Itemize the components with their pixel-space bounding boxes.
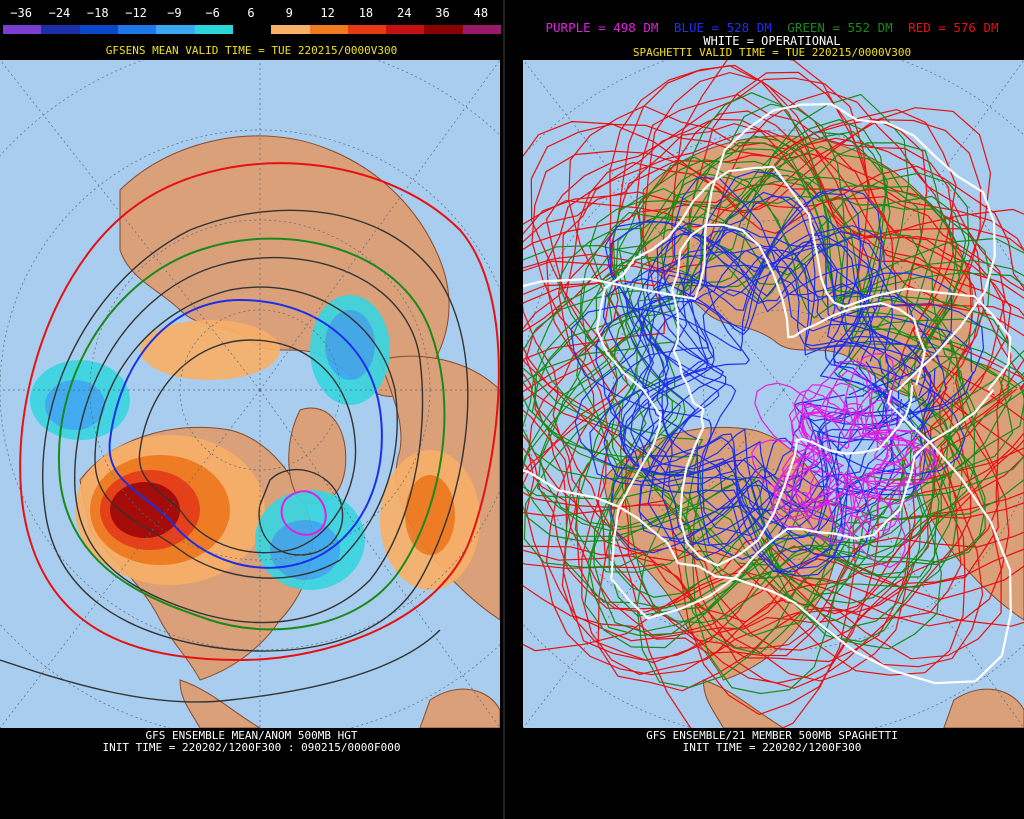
- spaghetti-contours: [523, 60, 1024, 728]
- operational-contour: [595, 165, 1012, 620]
- green-552-contour: [523, 145, 991, 650]
- red-576-contour: [523, 71, 1010, 637]
- red-576-contour: [523, 108, 1024, 651]
- colorbar-segment: [232, 25, 272, 34]
- colorbar-tick-label: 36: [435, 6, 450, 20]
- red-576-contour: [523, 107, 1000, 716]
- colorbar-segment: [79, 25, 118, 34]
- blue-528-contour: [570, 265, 929, 559]
- central-america-landmass: [179, 679, 261, 728]
- blue-528-contour: [656, 229, 906, 561]
- left-footer-init: INIT TIME = 220202/1200F300 : 090215/000…: [102, 741, 401, 754]
- green-552-contour: [574, 103, 965, 576]
- blue-528-contour: [637, 250, 953, 537]
- purple-498-contour: [754, 382, 937, 545]
- blue-528-contour: [574, 188, 899, 572]
- blue-528-contour: [610, 191, 933, 554]
- ensemble-mean-anomaly-map: [0, 60, 500, 728]
- warm-anomaly-asia: [140, 320, 280, 380]
- red-576-contour: [523, 77, 1024, 652]
- blue-528-contour: [595, 170, 895, 512]
- colorbar-tick-label: −24: [48, 6, 71, 20]
- spaghetti-legend: PURPLE = 498 DM BLUE = 528 DM GREEN = 55…: [520, 20, 1024, 35]
- green-552-contour: [523, 131, 956, 604]
- right-footer-init: INIT TIME = 220202/1200F300: [682, 741, 862, 754]
- blue-528-contour: [622, 236, 928, 538]
- legend-purple: PURPLE = 498 DM: [545, 20, 659, 35]
- green-552-contour: [523, 172, 970, 695]
- colorbar-tick-label: −36: [10, 6, 32, 20]
- green-552-contour: [536, 93, 966, 628]
- colorbar-tick-label: −6: [205, 6, 220, 20]
- colorbar-tick-label: 9: [285, 6, 293, 20]
- colorbar-segment: [156, 25, 195, 34]
- operational-contour: [523, 102, 1012, 685]
- colorbar-tick-label: 6: [247, 6, 255, 20]
- green-552-contour: [523, 176, 958, 589]
- contour-528: [108, 298, 383, 569]
- blue-528-contour: [607, 177, 926, 547]
- red-576-contour: [523, 71, 1012, 668]
- left-valid-time: GFSENS MEAN VALID TIME = TUE 220215/0000…: [105, 44, 398, 57]
- red-576-contour: [558, 118, 1024, 664]
- colorbar-segment: [3, 25, 42, 34]
- blue-528-contour: [604, 221, 974, 540]
- red-576-contour: [523, 119, 982, 689]
- legend-white: WHITE = OPERATIONAL: [703, 34, 841, 48]
- left-panel: −36 −24 −18 −12 −9 −6 6 9 12 18 24 36 48 GFSENS MEAN…: [0, 0, 505, 819]
- purple-498-contour: [773, 352, 922, 532]
- colorbar-tick-labels: −36 −24 −18 −12 −9 −6 6 9 12 18 24 36 48: [2, 6, 500, 22]
- colorbar-tick-label: 18: [358, 6, 374, 20]
- colorbar-segment: [462, 25, 502, 34]
- contour-498: [280, 490, 327, 536]
- blue-528-contour: [638, 222, 933, 481]
- colorbar-segment: [386, 25, 425, 34]
- colorbar-tick-label: −12: [125, 6, 147, 20]
- colorbar-tick-label: 48: [473, 6, 489, 20]
- colorbar-tick-label: −18: [86, 6, 109, 20]
- purple-498-contour: [789, 387, 908, 541]
- colorbar-segment: [424, 25, 463, 34]
- greenland-landmass: [288, 407, 347, 505]
- right-panel: PURPLE = 498 DM BLUE = 528 DM GREEN = 55…: [520, 0, 1024, 819]
- red-576-contour: [523, 123, 1024, 676]
- spaghetti-map: [523, 60, 1024, 728]
- colorbar-segment: [41, 25, 80, 34]
- left-footer-title: GFS ENSEMBLE MEAN/ANOM 500MB HGT: [145, 729, 358, 742]
- red-576-contour: [523, 105, 1024, 649]
- contour-552: [57, 237, 446, 631]
- legend-red: RED = 576 DM: [908, 20, 999, 35]
- legend-green: GREEN = 552 DM: [787, 20, 893, 35]
- colorbar-segment: [347, 25, 387, 34]
- colorbar-segment: [117, 25, 157, 34]
- colorbar-segment: [194, 25, 233, 34]
- green-552-contour: [539, 142, 963, 643]
- colorbar-tick-label: 24: [396, 6, 412, 20]
- blue-528-contour: [647, 195, 985, 546]
- red-576-contour: [523, 123, 1024, 657]
- right-valid-time: SPAGHETTI VALID TIME = TUE 220215/0000V3…: [632, 46, 912, 59]
- contour-576: [19, 162, 500, 662]
- right-footer-title: GFS ENSEMBLE/21 MEMBER 500MB SPAGHETTI: [646, 729, 898, 742]
- green-552-contour: [534, 195, 967, 655]
- colorbar-segment: [309, 25, 348, 34]
- anomaly-colorbar: [2, 24, 502, 35]
- red-576-contour: [523, 137, 1006, 682]
- colorbar-tick-label: 12: [320, 6, 335, 20]
- red-576-contour: [545, 130, 1024, 642]
- purple-498-contour: [772, 360, 936, 520]
- green-552-contour: [580, 92, 1024, 649]
- south-america-landmass: [419, 688, 500, 728]
- colorbar-tick-label: −9: [167, 6, 182, 20]
- purple-498-contour: [751, 370, 906, 568]
- colorbar-segment: [271, 25, 310, 34]
- south-america-landmass: [943, 688, 1024, 728]
- operational-contour: [670, 223, 926, 567]
- legend-blue: BLUE = 528 DM: [673, 20, 772, 35]
